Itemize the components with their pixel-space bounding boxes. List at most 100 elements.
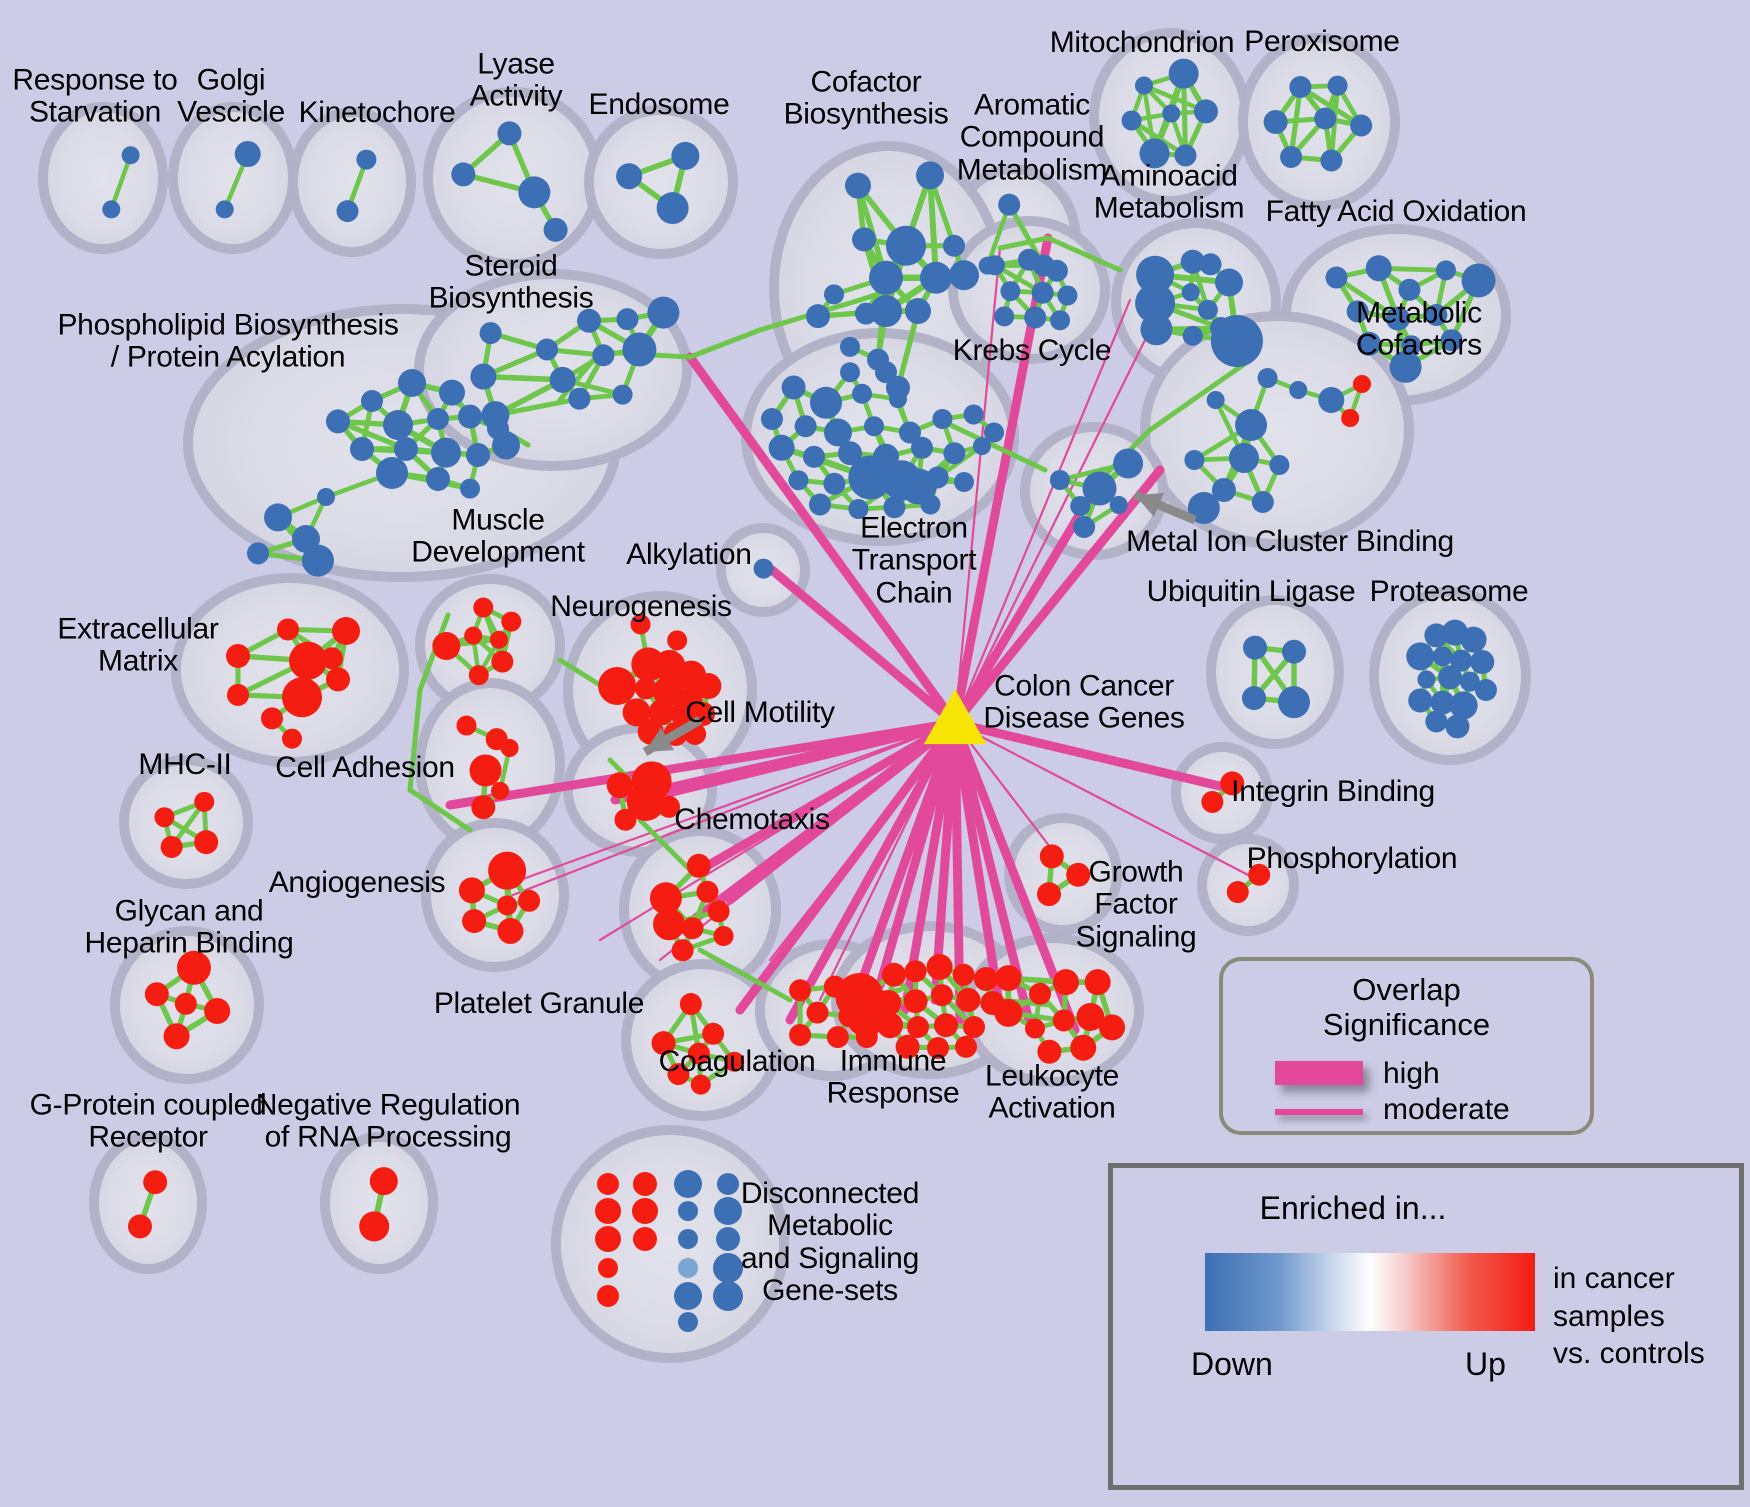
node-growth-factor-signaling-1 [1066, 862, 1091, 887]
edge-fatty-acid-oxidation [1333, 275, 1401, 322]
node-mhc-ii-3 [160, 835, 183, 858]
node-muscle-development-4 [432, 632, 461, 661]
node-fatty-acid-oxidation-10 [1440, 329, 1463, 352]
node-disconnected-gene-sets-9 [633, 1227, 657, 1251]
node-fatty-acid-oxidation-3 [1435, 260, 1456, 281]
node-extracellular-matrix-3 [289, 641, 327, 680]
node-cofactor-biosynthesis-1 [916, 161, 944, 190]
node-steroid-biosynthesis-3 [536, 338, 558, 361]
node-peroxisome-2 [1263, 110, 1288, 134]
node-lyase-activity-3 [543, 217, 568, 242]
node-electron-transport-chain-25 [848, 499, 869, 519]
gene-set-nodes [102, 58, 1497, 1332]
node-leukocyte-activation-6 [1052, 1009, 1075, 1032]
node-phospholipid-biosynthesis-19 [302, 544, 334, 577]
node-cell-motility-4 [658, 795, 680, 818]
node-metabolic-cofactors-1 [1235, 409, 1268, 441]
node-phospholipid-biosynthesis-3 [326, 409, 350, 434]
node-immune-response-8 [903, 989, 928, 1014]
annotation-arrows [642, 490, 1197, 756]
node-angiogenesis-4 [497, 895, 518, 916]
node-fatty-acid-oxidation-8 [1357, 331, 1382, 356]
node-disconnected-gene-sets-1 [633, 1172, 657, 1196]
edge-response-to-starvation [109, 152, 133, 212]
node-peroxisome-3 [1314, 107, 1337, 130]
node-electron-transport-chain-8 [932, 409, 953, 429]
cluster-fill-endosome [589, 110, 733, 254]
node-phosphorylation-1 [1226, 881, 1249, 904]
node-electron-transport-chain-23 [954, 472, 974, 492]
node-proteasome-12 [1430, 690, 1455, 715]
node-immune-response-15 [963, 1016, 985, 1038]
node-aminoacid-metabolism-10 [1210, 315, 1263, 367]
node-immune-response-6 [974, 967, 998, 991]
node-neurogenesis-12 [670, 701, 697, 727]
node-extracellular-matrix-4 [321, 647, 343, 670]
node-electron-transport-chain-27 [920, 494, 941, 515]
node-proteasome-3 [1406, 642, 1435, 671]
node-electron-transport-chain-28 [761, 408, 783, 430]
node-leukocyte-activation-1 [994, 998, 1023, 1027]
inter-cluster-link-16 [697, 947, 793, 1003]
node-extracellular-matrix-2 [332, 617, 360, 645]
node-mitochondrion-0 [1134, 76, 1153, 95]
node-cell-motility-3 [614, 808, 637, 831]
node-cofactor-biosynthesis-7 [949, 260, 979, 291]
metal-ion-arrow-head [1135, 493, 1164, 517]
node-platelet-granule-4 [724, 1051, 745, 1072]
node-extracellular-matrix-6 [227, 683, 249, 706]
node-endosome-1 [671, 141, 700, 170]
enrichment-up-label: Up [1465, 1346, 1506, 1382]
node-disconnected-gene-sets-17 [713, 1281, 743, 1311]
node-neurogenesis-6 [695, 673, 722, 699]
node-disconnected-gene-sets-14 [713, 1253, 743, 1283]
enrichment-legend: Enriched in... Down Up in cancer samples… [1108, 1163, 1744, 1490]
node-steroid-biosynthesis-11 [647, 296, 680, 329]
node-electron-transport-chain-11 [803, 445, 825, 468]
hub-spokes [445, 233, 1254, 1035]
node-mhc-ii-0 [154, 807, 175, 828]
node-golgi-vescicle-1 [234, 141, 261, 168]
node-steroid-biosynthesis-1 [470, 363, 497, 390]
node-immune-response-7 [875, 990, 902, 1016]
node-disconnected-gene-sets-0 [597, 1173, 619, 1195]
node-electron-transport-chain-26 [883, 496, 906, 519]
node-fatty-acid-oxidation-2 [1398, 278, 1421, 301]
node-phospholipid-biosynthesis-5 [427, 408, 449, 430]
node-neurogenesis-1 [667, 630, 688, 651]
node-disconnected-gene-sets-12 [598, 1258, 618, 1278]
node-muscle-development-3 [489, 630, 508, 649]
hub-spoke-28 [953, 721, 1062, 862]
node-mitochondrion-3 [1162, 104, 1181, 123]
node-neurogenesis-0 [630, 614, 651, 635]
cluster-halo-endosome [584, 105, 738, 259]
cluster-halo-glycan-and-heparin-binding [110, 926, 264, 1084]
node-aminoacid-metabolism-2 [1140, 313, 1173, 346]
node-immune-response-16 [895, 1034, 920, 1059]
node-neurogenesis-7 [634, 677, 657, 700]
node-muscle-development-0 [473, 597, 494, 618]
node-steroid-biosynthesis-8 [622, 332, 657, 367]
hub-spoke-5 [953, 298, 1132, 725]
inter-cluster-link-12 [407, 787, 473, 833]
node-aminoacid-metabolism-0 [1136, 255, 1175, 294]
edge-steroid-biosynthesis [480, 373, 566, 383]
colon-cancer-hub-triangle [923, 689, 987, 745]
node-steroid-biosynthesis-2 [481, 401, 510, 430]
node-krebs-cycle-5 [1057, 285, 1078, 306]
node-mitochondrion-1 [1168, 58, 1199, 89]
node-disconnected-gene-sets-8 [595, 1226, 621, 1252]
node-metabolic-cofactors-7 [1184, 450, 1205, 470]
overlap-high-label: high [1383, 1057, 1440, 1090]
cluster-halo-mhc-ii [119, 755, 253, 889]
node-disconnected-gene-sets-10 [678, 1229, 698, 1249]
node-steroid-biosynthesis-4 [549, 366, 576, 393]
node-leukocyte-activation-9 [1070, 1034, 1097, 1061]
node-aminoacid-metabolism-6 [1181, 283, 1200, 302]
node-chemotaxis-1 [649, 882, 682, 915]
node-muscle-development-2 [464, 626, 483, 645]
node-immune-response-14 [934, 1013, 958, 1038]
node-metabolic-cofactors-11 [1251, 491, 1274, 513]
node-disconnected-gene-sets-18 [678, 1312, 698, 1332]
cluster-fill-metabolic-cofactors [1145, 316, 1409, 544]
